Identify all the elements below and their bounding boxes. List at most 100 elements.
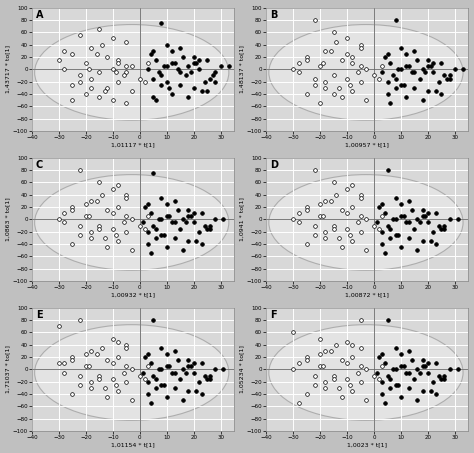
Point — [141, 375, 149, 382]
Point — [421, 212, 429, 220]
Point — [93, 197, 100, 204]
Point — [69, 207, 76, 214]
Point — [211, 366, 219, 373]
Point — [114, 338, 122, 345]
Point — [327, 197, 335, 204]
Point — [424, 57, 432, 64]
Point — [343, 35, 351, 42]
Point — [349, 387, 356, 395]
Point — [88, 378, 95, 386]
Point — [163, 200, 171, 207]
Point — [198, 390, 206, 398]
Point — [322, 47, 329, 54]
Point — [392, 381, 400, 389]
Point — [384, 78, 392, 85]
Point — [77, 78, 84, 85]
Point — [381, 210, 389, 217]
Point — [149, 222, 157, 229]
Point — [55, 57, 63, 64]
Point — [349, 182, 356, 189]
Point — [338, 394, 346, 401]
Point — [144, 241, 152, 248]
Point — [349, 341, 356, 348]
Point — [424, 360, 432, 367]
Point — [149, 75, 157, 82]
Point — [190, 219, 198, 226]
Point — [373, 369, 381, 376]
Text: D: D — [270, 160, 278, 170]
Point — [322, 234, 329, 241]
Point — [322, 384, 329, 391]
Point — [182, 72, 190, 79]
Point — [168, 47, 176, 54]
Point — [397, 200, 405, 207]
Point — [357, 194, 365, 202]
Point — [343, 360, 351, 367]
Point — [316, 100, 324, 107]
Point — [174, 66, 182, 73]
Point — [141, 78, 149, 85]
Point — [144, 350, 152, 357]
Point — [421, 69, 429, 76]
Point — [69, 357, 76, 364]
Point — [330, 222, 337, 229]
Point — [378, 390, 386, 398]
Point — [104, 244, 111, 251]
Point — [316, 63, 324, 70]
Point — [195, 57, 203, 64]
Point — [192, 237, 200, 245]
Point — [61, 369, 68, 376]
Point — [384, 222, 392, 229]
Point — [392, 216, 400, 223]
Point — [182, 369, 190, 376]
Point — [349, 59, 356, 67]
Point — [440, 225, 448, 232]
Point — [85, 363, 92, 370]
Point — [446, 216, 453, 223]
Point — [354, 369, 362, 376]
Point — [389, 72, 397, 79]
Text: A: A — [36, 10, 44, 20]
Point — [69, 203, 76, 211]
Point — [405, 347, 413, 355]
Point — [109, 360, 117, 367]
Point — [160, 381, 168, 389]
Point — [190, 369, 198, 376]
Point — [141, 353, 149, 361]
Point — [338, 57, 346, 64]
Point — [98, 41, 106, 48]
Point — [69, 50, 76, 58]
Point — [419, 207, 427, 214]
Point — [408, 69, 416, 76]
Point — [187, 363, 195, 370]
Point — [123, 378, 130, 386]
Point — [354, 219, 362, 226]
Point — [144, 390, 152, 398]
Point — [123, 228, 130, 236]
Point — [82, 212, 90, 220]
Point — [128, 397, 136, 404]
Point — [311, 166, 319, 173]
Point — [316, 212, 324, 220]
Point — [311, 222, 319, 229]
Point — [384, 317, 392, 324]
Point — [88, 197, 95, 204]
Point — [378, 200, 386, 207]
Point — [338, 207, 346, 214]
Point — [400, 212, 408, 220]
Point — [195, 228, 203, 236]
Point — [446, 75, 453, 82]
Point — [69, 390, 76, 398]
Point — [332, 38, 340, 45]
Point — [343, 185, 351, 192]
Point — [69, 81, 76, 88]
Point — [85, 212, 92, 220]
Ellipse shape — [35, 174, 229, 270]
Point — [289, 66, 297, 73]
Point — [184, 237, 192, 245]
Point — [440, 222, 448, 229]
Point — [163, 41, 171, 48]
Point — [405, 197, 413, 204]
Point — [446, 366, 453, 373]
Point — [357, 228, 365, 236]
